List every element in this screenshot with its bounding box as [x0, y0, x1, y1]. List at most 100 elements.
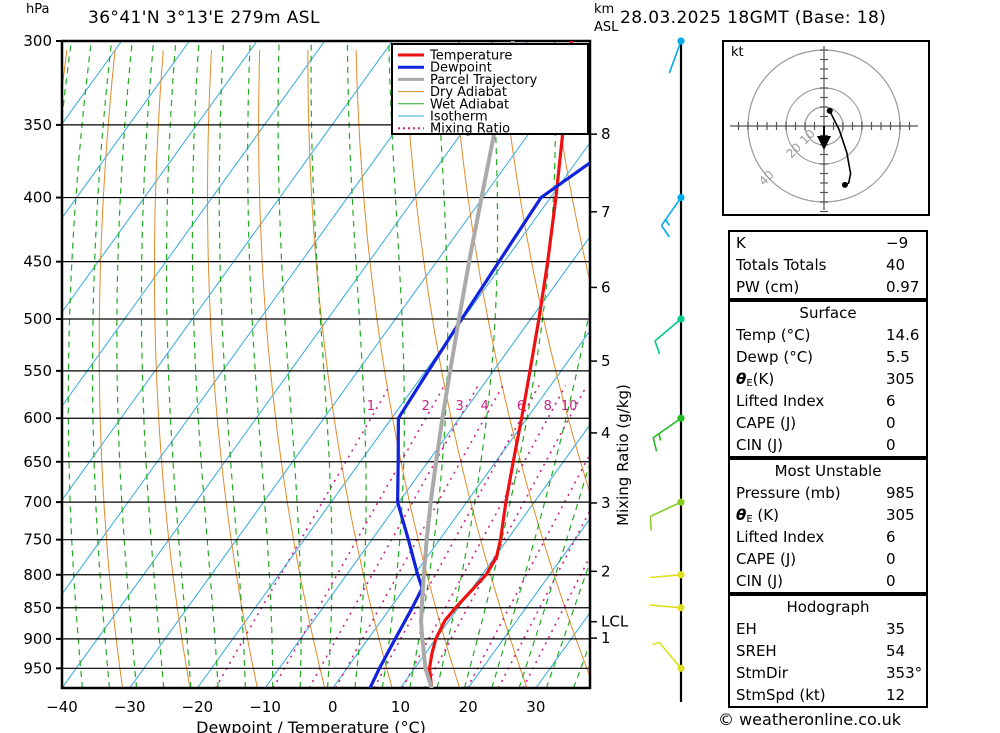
- svg-text:700: 700: [23, 493, 52, 511]
- most-unstable-panel: Most Unstable Pressure (mb) 985 θE (K) 3…: [728, 458, 928, 594]
- svg-text:0: 0: [328, 698, 338, 716]
- svg-text:20: 20: [783, 140, 804, 161]
- table-row: Lifted Index 6: [730, 526, 926, 548]
- svg-text:1: 1: [367, 399, 375, 414]
- index-key: PW (cm): [736, 278, 800, 296]
- svg-text:550: 550: [23, 362, 52, 380]
- svg-text:800: 800: [23, 566, 52, 584]
- svg-text:8: 8: [544, 399, 552, 414]
- index-key: Totals Totals: [736, 256, 827, 274]
- surface-value: 14.6: [886, 326, 920, 344]
- table-row: K −9: [730, 232, 926, 254]
- wind-barb: [650, 498, 685, 531]
- svg-text:300: 300: [23, 32, 52, 50]
- mu-key: θE (K): [736, 505, 779, 525]
- surface-value: 5.5: [886, 348, 910, 366]
- svg-text:850: 850: [23, 599, 52, 617]
- surface-key: Dewp (°C): [736, 348, 814, 366]
- svg-text:5: 5: [601, 352, 611, 370]
- svg-text:400: 400: [23, 189, 52, 207]
- table-row: StmSpd (kt) 12: [730, 684, 926, 706]
- table-row: StmDir 353°: [730, 662, 926, 684]
- table-row: Pressure (mb) 985: [730, 482, 926, 504]
- svg-text:8: 8: [601, 125, 611, 143]
- svg-text:750: 750: [23, 531, 52, 549]
- wind-barb: [668, 37, 685, 74]
- wind-barb: [650, 604, 685, 612]
- surface-value: 305: [886, 370, 915, 388]
- surface-value: 0: [886, 436, 896, 454]
- altitude-unit-label-km: km: [594, 2, 615, 17]
- table-row: PW (cm) 0.97: [730, 276, 926, 298]
- pressure-unit-label: hPa: [26, 2, 50, 17]
- table-row: EH 35: [730, 618, 926, 640]
- table-row: CIN (J) 0: [730, 434, 926, 456]
- storm-motion-arrow: [817, 126, 831, 150]
- table-row: Totals Totals 40: [730, 254, 926, 276]
- series-parcel-trajectory: [419, 41, 515, 688]
- mu-key: Pressure (mb): [736, 484, 841, 502]
- svg-text:−30: −30: [114, 698, 146, 716]
- svg-text:3: 3: [601, 494, 611, 512]
- mu-value: 0: [886, 572, 896, 590]
- altitude-unit-label-asl: ASL: [594, 20, 619, 35]
- index-key: K: [736, 234, 746, 252]
- svg-text:Dewpoint: Dewpoint: [430, 61, 492, 76]
- wind-barb: [650, 571, 685, 579]
- svg-text:450: 450: [23, 253, 52, 271]
- svg-text:Mixing Ratio (g/kg): Mixing Ratio (g/kg): [614, 384, 632, 526]
- table-row: Temp (°C) 14.6: [730, 324, 926, 346]
- svg-text:350: 350: [23, 116, 52, 134]
- hodo-key: EH: [736, 620, 757, 638]
- svg-text:LCL: LCL: [601, 613, 629, 631]
- hodo-value: 353°: [886, 664, 923, 682]
- svg-text:30: 30: [526, 698, 545, 716]
- hodograph-panel: 10 20 40 kt: [722, 40, 930, 216]
- most-unstable-title: Most Unstable: [774, 462, 882, 480]
- mu-value: 6: [886, 528, 896, 546]
- wind-barb: [660, 193, 685, 238]
- svg-text:4: 4: [480, 399, 488, 414]
- indices-panel: K −9 Totals Totals 40 PW (cm) 0.97: [728, 230, 928, 300]
- surface-title: Surface: [799, 304, 857, 322]
- table-row: Dewp (°C) 5.5: [730, 346, 926, 368]
- svg-text:3: 3: [456, 399, 464, 414]
- svg-text:4: 4: [601, 424, 611, 442]
- table-row: SREH 54: [730, 640, 926, 662]
- table-row: CAPE (J) 0: [730, 548, 926, 570]
- svg-text:Temperature: Temperature: [429, 49, 512, 64]
- svg-text:6: 6: [601, 278, 611, 296]
- mu-key: Lifted Index: [736, 528, 825, 546]
- skewt-chart: 1 2 3 4 6 8 1030035040045050055060065070075080…: [23, 32, 632, 733]
- svg-text:Parcel Trajectory: Parcel Trajectory: [430, 73, 538, 88]
- series-dewpoint: [368, 160, 590, 688]
- hodograph-trace: [828, 110, 852, 186]
- svg-text:7: 7: [601, 203, 611, 221]
- wind-barb: [652, 414, 685, 452]
- hodo-key: StmDir: [736, 664, 788, 682]
- hodograph-unit-label: kt: [731, 45, 744, 60]
- table-row: θE(K) 305: [730, 368, 926, 390]
- hodo-key: StmSpd (kt): [736, 686, 826, 704]
- index-value: 0.97: [886, 278, 920, 296]
- svg-text:Wet Adiabat: Wet Adiabat: [430, 97, 509, 112]
- surface-key: CAPE (J): [736, 414, 797, 432]
- surface-value: 0: [886, 414, 896, 432]
- surface-key: θE(K): [736, 369, 775, 389]
- svg-text:2: 2: [601, 562, 611, 580]
- table-row: Lifted Index 6: [730, 390, 926, 412]
- wind-barb: [654, 315, 685, 355]
- svg-text:6: 6: [517, 399, 525, 414]
- table-row: CAPE (J) 0: [730, 412, 926, 434]
- svg-text:500: 500: [23, 310, 52, 328]
- mu-key: CAPE (J): [736, 550, 797, 568]
- hodograph-stats-title: Hodograph: [786, 598, 870, 616]
- surface-key: Temp (°C): [736, 326, 811, 344]
- copyright-footer: © weatheronline.co.uk: [718, 710, 901, 729]
- svg-text:Isotherm: Isotherm: [430, 110, 488, 125]
- svg-text:2: 2: [422, 399, 430, 414]
- mu-value: 985: [886, 484, 915, 502]
- svg-text:600: 600: [23, 409, 52, 427]
- surface-panel: Surface Temp (°C) 14.6 Dewp (°C) 5.5 θE(…: [728, 300, 928, 458]
